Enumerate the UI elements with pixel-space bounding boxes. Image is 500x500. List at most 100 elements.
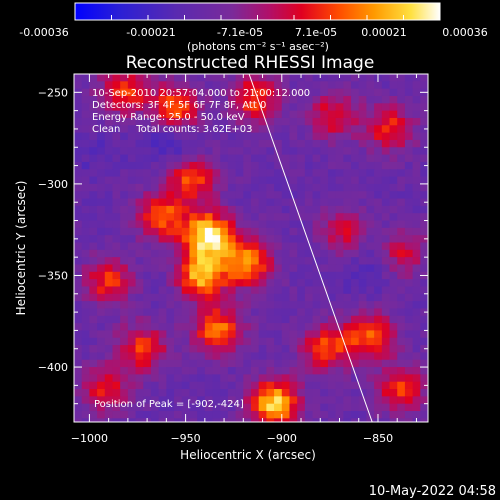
heatmap-cell <box>404 161 414 170</box>
heatmap-cell <box>135 411 144 419</box>
heatmap-cell <box>335 315 344 324</box>
heatmap-cell <box>327 403 337 412</box>
heatmap-cell <box>343 154 352 163</box>
heatmap-cell <box>289 95 298 104</box>
heatmap-cell <box>412 396 421 405</box>
heatmap-cell <box>243 374 252 383</box>
heatmap-cell <box>274 396 283 405</box>
heatmap-cell <box>366 249 375 258</box>
heatmap-cell <box>89 74 98 82</box>
heatmap-cell <box>397 271 406 280</box>
heatmap-cell <box>289 352 298 361</box>
heatmap-cell <box>235 213 244 222</box>
heatmap-cell <box>197 271 206 280</box>
heatmap-cell <box>120 198 129 207</box>
heatmap-cell <box>120 352 129 361</box>
heatmap-cell <box>312 418 321 422</box>
heatmap-cell <box>312 337 321 346</box>
heatmap-cell <box>412 213 421 222</box>
heatmap-cell <box>243 95 252 104</box>
heatmap-cell <box>204 227 214 236</box>
heatmap-cell <box>420 249 428 258</box>
heatmap-cell <box>397 411 406 419</box>
heatmap-cell <box>412 161 421 170</box>
heatmap-cell <box>127 367 137 375</box>
heatmap-cell <box>174 132 183 141</box>
heatmap-cell <box>150 81 160 90</box>
heatmap-cell <box>258 381 267 390</box>
heatmap-cell <box>127 132 137 141</box>
heatmap-cell <box>120 227 129 236</box>
heatmap-cell <box>251 286 260 295</box>
heatmap-cell <box>366 389 375 397</box>
heatmap-cell <box>358 125 368 134</box>
heatmap-cell <box>412 169 421 178</box>
y-tick-label: −400 <box>38 361 68 374</box>
heatmap-cell <box>381 220 391 229</box>
heatmap-cell <box>420 257 428 266</box>
heatmap-cell <box>89 345 98 353</box>
heatmap-cell <box>404 286 414 295</box>
heatmap-cell <box>104 249 114 258</box>
heatmap-cell <box>381 374 391 383</box>
heatmap-cell <box>351 286 360 295</box>
heatmap-cell <box>127 125 137 134</box>
heatmap-cell <box>358 220 368 229</box>
heatmap-cell <box>297 191 306 200</box>
heatmap-cell <box>297 154 306 163</box>
heatmap-cell <box>212 271 221 280</box>
heatmap-cell <box>289 220 298 229</box>
heatmap-cell <box>335 154 344 163</box>
heatmap-cell <box>266 315 275 324</box>
heatmap-cell <box>327 198 337 207</box>
heatmap-cell <box>89 330 98 339</box>
heatmap-cell <box>335 286 344 295</box>
heatmap-cell <box>135 359 144 368</box>
heatmap-cell <box>397 308 406 317</box>
heatmap-cell <box>304 367 314 375</box>
heatmap-cell <box>220 235 229 244</box>
heatmap-cell <box>143 286 152 295</box>
heatmap-cell <box>397 374 406 383</box>
heatmap-cell <box>343 132 352 141</box>
heatmap-cell <box>112 103 121 112</box>
heatmap-cell <box>158 161 167 170</box>
heatmap-cell <box>181 139 191 148</box>
heatmap-cell <box>343 74 352 82</box>
heatmap-cell <box>150 242 160 251</box>
heatmap-cell <box>212 403 221 412</box>
heatmap-cell <box>397 227 406 236</box>
heatmap-cell <box>212 418 221 422</box>
heatmap-cell <box>74 249 83 258</box>
heatmap-cell <box>366 139 375 148</box>
heatmap-cell <box>358 74 368 82</box>
heatmap-cell <box>312 367 321 375</box>
heatmap-cell <box>289 205 298 214</box>
heatmap-cell <box>381 95 391 104</box>
heatmap-cell <box>166 205 175 214</box>
heatmap-cell <box>412 330 421 339</box>
heatmap-cell <box>258 279 267 288</box>
heatmap-cell <box>320 103 329 112</box>
heatmap-cell <box>74 418 83 422</box>
heatmap-cell <box>404 337 414 346</box>
heatmap-cell <box>150 139 160 148</box>
heatmap-cell <box>351 323 360 332</box>
heatmap-cell <box>89 176 98 185</box>
heatmap-cell <box>366 74 375 82</box>
heatmap-cell <box>358 176 368 185</box>
heatmap-cell <box>150 367 160 375</box>
heatmap-cell <box>343 103 352 112</box>
heatmap-cell <box>189 337 198 346</box>
heatmap-cell <box>327 103 337 112</box>
heatmap-cell <box>320 169 329 178</box>
heatmap-cell <box>251 74 260 82</box>
heatmap-cell <box>397 257 406 266</box>
heatmap-cell <box>397 323 406 332</box>
heatmap-cell <box>420 183 428 192</box>
heatmap-cell <box>243 176 252 185</box>
heatmap-cell <box>243 169 252 178</box>
heatmap-cell <box>150 125 160 134</box>
heatmap-cell <box>112 286 121 295</box>
heatmap-cell <box>266 154 275 163</box>
